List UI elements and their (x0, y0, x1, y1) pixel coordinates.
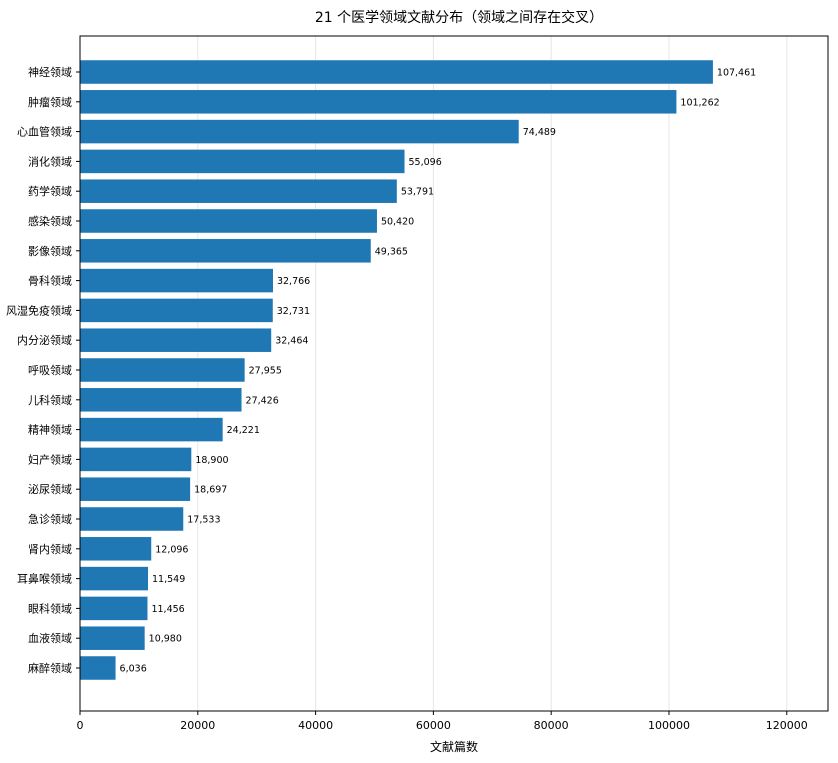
value-label: 11,456 (151, 604, 184, 615)
value-label: 18,900 (195, 455, 228, 466)
value-label: 24,221 (227, 425, 260, 436)
category-label: 感染领域 (28, 214, 72, 228)
bar (80, 209, 377, 233)
value-label: 49,365 (375, 246, 408, 257)
labels-layer: 神经领域 107,461 肿瘤领域 101,262 心血管领域 74,489 消化领域 55,… (6, 65, 756, 675)
plot-frame (79, 35, 829, 712)
value-label: 10,980 (149, 634, 182, 645)
bar (80, 328, 272, 352)
bar (80, 90, 677, 114)
bar (80, 239, 371, 263)
bar (80, 417, 223, 442)
value-label: 6,036 (120, 664, 147, 675)
x-axis-label: 文献篇数 (430, 739, 478, 754)
bar (80, 507, 184, 531)
bar (80, 447, 192, 472)
category-label: 泌尿领域 (28, 483, 72, 496)
category-label: 风湿免疫领域 (6, 303, 72, 317)
value-label: 101,262 (680, 97, 719, 108)
category-label: 影像领域 (28, 245, 72, 258)
category-label: 血液领域 (28, 631, 72, 645)
value-label: 32,766 (277, 276, 310, 287)
value-label: 27,426 (246, 395, 279, 406)
bar (80, 656, 116, 680)
category-label: 内分泌领域 (17, 333, 72, 347)
x-tick-label: 80000 (534, 719, 569, 732)
bar (80, 537, 152, 561)
value-label: 27,955 (249, 366, 282, 377)
value-label: 17,533 (187, 515, 220, 526)
category-label: 骨科领域 (28, 274, 72, 288)
bar (80, 358, 245, 382)
x-tick-label: 100000 (648, 719, 690, 732)
category-label: 肿瘤领域 (28, 95, 72, 109)
grid-layer (79, 36, 788, 711)
bar (80, 60, 713, 84)
value-label: 12,096 (155, 544, 188, 555)
bar (80, 596, 148, 621)
value-label: 50,420 (381, 217, 414, 228)
category-label: 神经领域 (28, 65, 72, 79)
bar (80, 477, 191, 501)
category-label: 儿科领域 (28, 393, 72, 407)
bar (80, 268, 273, 293)
category-label: 呼吸领域 (28, 364, 72, 377)
value-label: 18,697 (194, 485, 227, 496)
category-label: 麻醉领域 (28, 661, 72, 675)
category-label: 消化领域 (28, 154, 72, 168)
category-label: 急诊领域 (28, 512, 72, 526)
category-label: 眼科领域 (28, 601, 72, 615)
chart-title: 21 个医学领域文献分布（领域之间存在交叉） (315, 9, 603, 26)
x-ticks: 0 20000 40000 60000 80000 100000 120000 (77, 711, 808, 732)
value-label: 32,464 (275, 336, 308, 347)
category-label: 耳鼻喉领域 (17, 572, 72, 586)
bar (80, 149, 405, 174)
x-tick-label: 40000 (298, 719, 333, 732)
x-tick-label: 0 (77, 719, 84, 732)
x-tick-label: 60000 (416, 719, 451, 732)
x-tick-label: 20000 (180, 719, 215, 732)
category-label: 肾内领域 (28, 542, 72, 556)
value-label: 74,489 (523, 127, 556, 138)
category-label: 妇产领域 (28, 452, 72, 466)
category-label: 药学领域 (28, 184, 72, 198)
bar (80, 179, 397, 203)
bar (80, 119, 519, 144)
value-label: 55,096 (409, 157, 442, 168)
bar (80, 388, 242, 412)
value-label: 32,731 (277, 306, 310, 317)
bar (80, 298, 273, 323)
value-label: 11,549 (152, 574, 185, 585)
bar (80, 566, 149, 591)
category-label: 心血管领域 (17, 125, 72, 139)
bars-layer (80, 60, 713, 680)
category-label: 精神领域 (28, 423, 72, 437)
value-label: 53,791 (401, 187, 434, 198)
value-label: 107,461 (717, 68, 756, 79)
bar (80, 626, 145, 650)
x-tick-label: 120000 (766, 719, 808, 732)
